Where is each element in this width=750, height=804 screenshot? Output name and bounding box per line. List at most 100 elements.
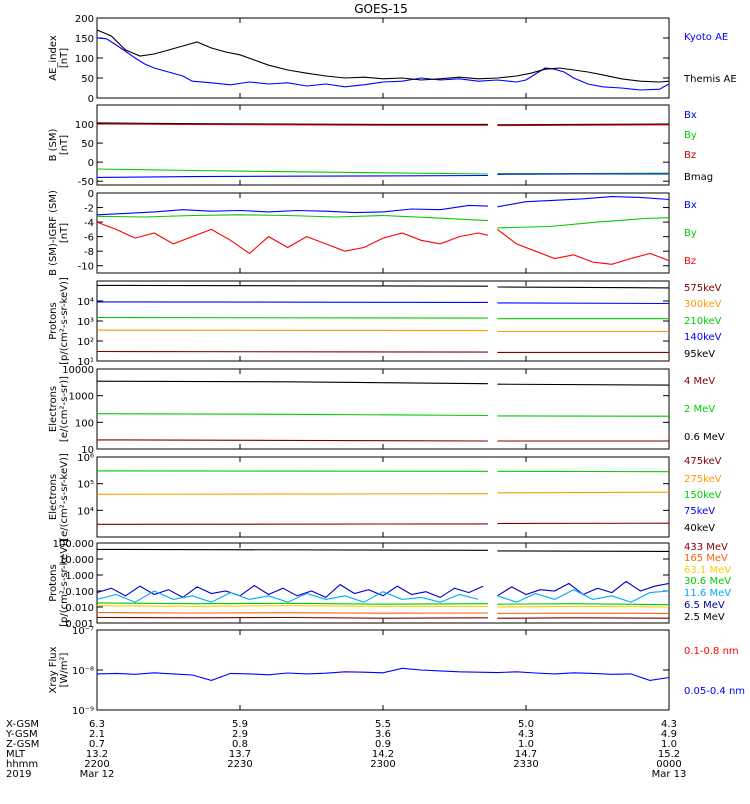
legend-entry: By: [684, 130, 697, 141]
series-line-11-6-mev: [96, 589, 670, 603]
y-tick-label: 200: [75, 14, 94, 25]
series-line-by: [96, 168, 670, 175]
y-axis-label-line: [p/(cm²-s-sr-keV)]: [59, 277, 70, 365]
x-axis-value: 0.8: [232, 739, 248, 750]
y-axis-label-line: [e/(cm²-s-sr-keV)]: [59, 453, 70, 541]
x-axis-value: 14.2: [372, 749, 394, 760]
y-tick-label: 10⁵: [77, 480, 94, 491]
y-axis-label-line: Xray Flux: [48, 646, 59, 693]
y-tick-label: 0.010: [65, 603, 94, 614]
y-axis-label-line: [e/(cm²-s-sr)]: [59, 376, 70, 442]
series-line-95kev: [96, 284, 670, 289]
legend-entry: 210keV: [684, 316, 722, 327]
legend-entry: Kyoto AE: [684, 32, 728, 43]
y-axis-label: AE_index[nT]: [48, 35, 70, 81]
y-tick-label: -50: [78, 177, 94, 188]
x-axis-value: 1.0: [518, 739, 534, 750]
y-tick-label: 50: [81, 139, 94, 150]
y-tick-label: -10: [78, 262, 94, 273]
x-axis-row-label: 2019: [6, 769, 31, 780]
series-line-2-mev: [96, 413, 670, 417]
x-axis-value: 1.0: [661, 739, 677, 750]
y-tick-label: 100: [75, 120, 94, 131]
series-line-433-mev: [96, 616, 670, 619]
legend-entry: 95keV: [684, 349, 715, 360]
x-axis-row-label: hhmm: [6, 759, 38, 770]
y-tick-label: 10³: [77, 317, 94, 328]
y-axis-label: Electrons[e/(cm²-s-sr-keV)]: [48, 453, 70, 541]
series-line-63-1-mev: [96, 605, 670, 608]
x-axis-value: 2300: [370, 759, 395, 770]
y-tick-label: 10⁴: [77, 297, 94, 308]
legend-entry: 433 MeV: [684, 542, 728, 553]
legend-entry: Bz: [684, 256, 696, 267]
panel-electrons_kev: 10⁴ 10⁵ 10⁶ Electrons[e/(cm²-s-sr-keV)] 475k…: [48, 453, 722, 541]
y-axis-label: Xray Flux[W/m²]: [48, 646, 70, 693]
y-axis-label: B (SM)-IGRF (SM)[nT]: [48, 190, 70, 276]
y-tick-label: 1000: [69, 392, 94, 403]
series-line-bx: [96, 173, 669, 178]
legend-entry: 6.5 MeV: [684, 600, 725, 611]
legend-entry: Bmag: [684, 172, 713, 183]
panel-frame: [96, 17, 670, 99]
x-axis-value: 0.7: [89, 739, 105, 750]
panel-frame: [96, 542, 670, 624]
y-tick-label: -4: [84, 218, 94, 229]
y-tick-label: 10¹: [77, 357, 94, 368]
y-tick-label: 0: [88, 94, 94, 105]
y-tick-label: 0.001: [65, 619, 94, 630]
x-axis-value: 13.2: [86, 749, 108, 760]
y-tick-label: 10⁶: [77, 453, 94, 464]
panel-protons_mev: 0.0010.0100.1001.00010.000100.000Protons…: [48, 539, 731, 630]
series-line-575kev: [96, 350, 669, 353]
y-tick-label: 1.000: [65, 571, 94, 582]
y-tick-label: 10⁻⁷: [72, 626, 94, 637]
y-tick-label: 10000: [62, 365, 94, 376]
x-axis-row-label: Z-GSM: [6, 739, 39, 750]
series-line-0-6-mev: [96, 380, 670, 386]
x-axis-value: 4.3: [518, 729, 534, 740]
x-axis-value: 15.2: [658, 749, 680, 760]
legend-entry: Bz: [684, 150, 696, 161]
y-tick-label: 10⁻⁹: [72, 706, 94, 717]
panel-ae: 0 50 100 150 200 AE_index[nT] Kyoto AE Themis A…: [48, 14, 737, 105]
x-axis-value: 2200: [84, 759, 109, 770]
series-line-140kev: [96, 301, 670, 305]
series-line-by: [96, 214, 670, 229]
legend-entry: 0.05-0.4 nm: [684, 686, 745, 697]
legend-entry: 575keV: [684, 283, 722, 294]
legend-entry: 2.5 MeV: [684, 612, 725, 623]
legend-entry: Themis AE: [683, 74, 737, 85]
x-axis-row-label: X-GSM: [6, 719, 39, 730]
y-axis-label-line: Protons: [48, 564, 59, 601]
y-tick-label: 150: [75, 34, 94, 45]
y-tick-label: 10⁻⁸: [72, 666, 94, 677]
legend-entry: Bx: [684, 200, 697, 211]
x-axis-value: 4.9: [661, 729, 677, 740]
legend-entry: By: [684, 228, 697, 239]
legend-entry: 0.1-0.8 nm: [684, 646, 739, 657]
panel-frame: [96, 629, 670, 711]
y-tick-label: 100.000: [53, 539, 94, 550]
y-axis-label-line: AE_index: [48, 35, 59, 81]
y-tick-label: 0: [88, 189, 94, 200]
series-line-210kev: [96, 316, 669, 320]
series-line-kyoto-ae: [96, 37, 670, 91]
series-line-2-5-mev: [96, 548, 670, 552]
y-tick-label: -8: [84, 247, 94, 258]
series-line-bx: [96, 196, 670, 216]
legend-entry: 165 MeV: [684, 553, 728, 564]
x-axis-value: 0.9: [375, 739, 391, 750]
panel-protons_low: 10¹ 10² 10³ 10⁴ Protons[p/(cm²-s-sr-keV)] 575…: [48, 277, 722, 368]
y-axis-label-line: B (SM): [48, 128, 59, 161]
y-axis-label-line: [W/m²]: [59, 652, 70, 687]
legend-entry: 150keV: [684, 490, 722, 501]
y-tick-label: 0.100: [65, 587, 94, 598]
panel-frame: [96, 280, 670, 362]
x-axis-value: 5.0: [518, 719, 534, 730]
panel-frame: [96, 456, 670, 538]
series-line-475kev: [96, 522, 670, 525]
